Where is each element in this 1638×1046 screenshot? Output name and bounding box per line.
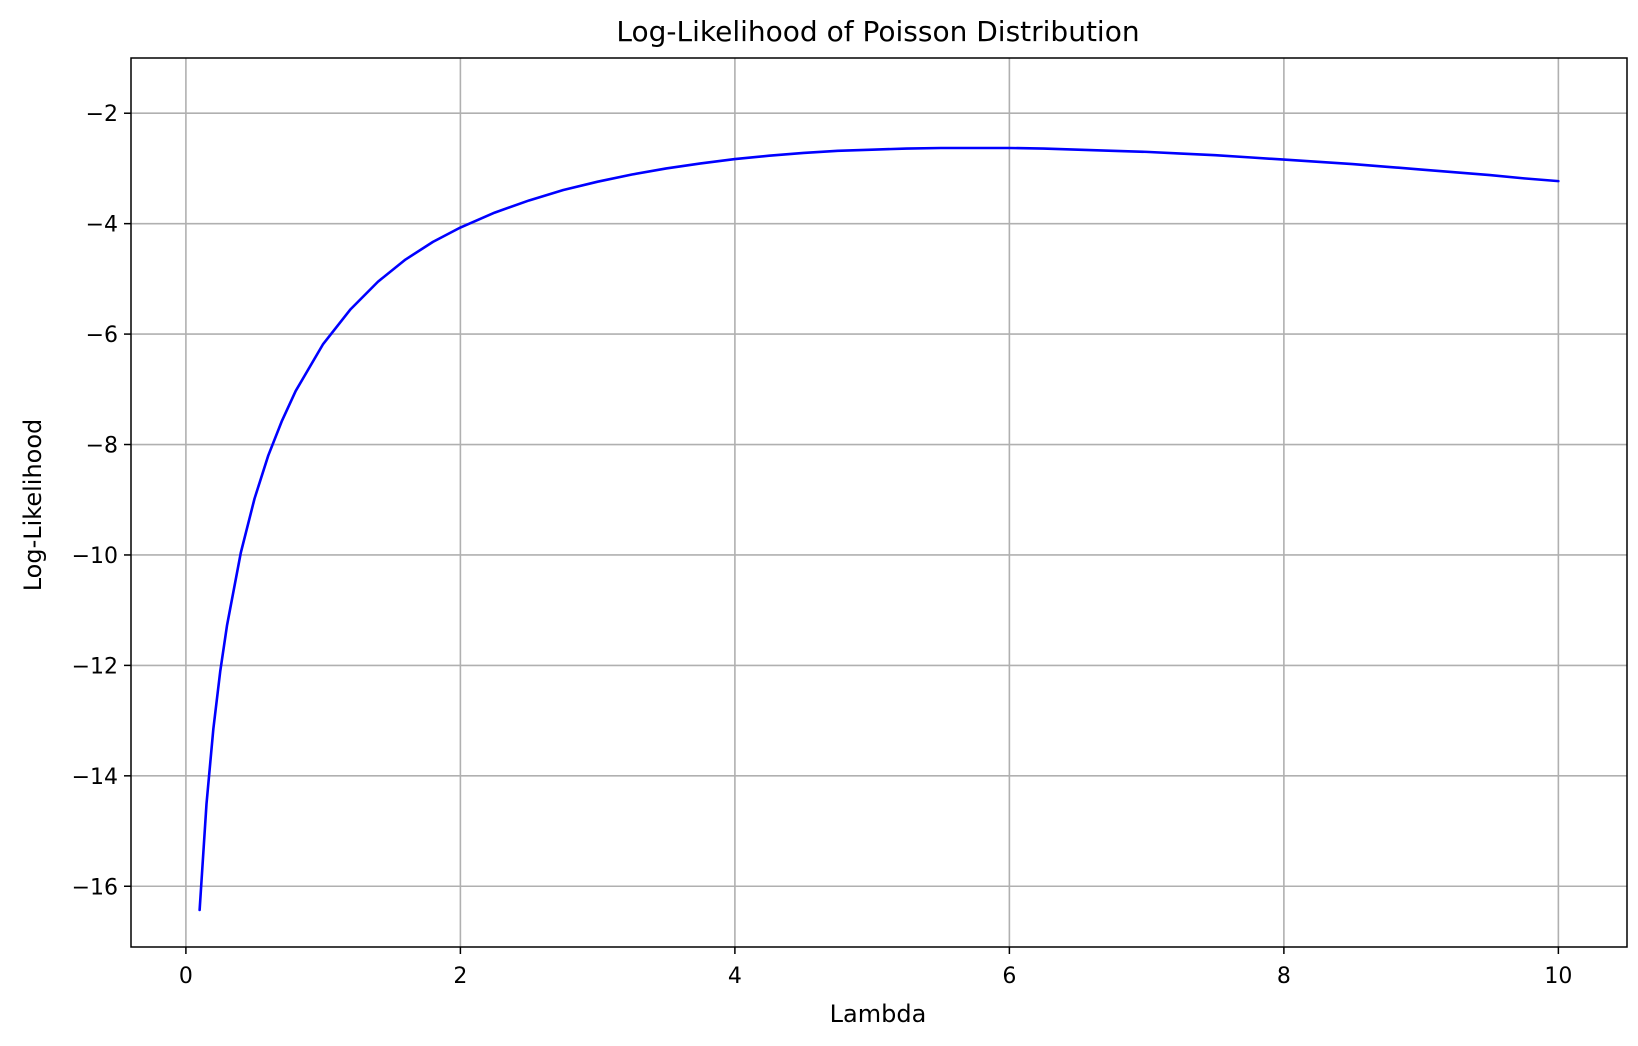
y-tick-label: −4 xyxy=(86,213,118,238)
y-tick-label: −12 xyxy=(72,654,118,679)
x-tick-label: 4 xyxy=(728,964,742,989)
x-tick-label: 10 xyxy=(1544,964,1572,989)
x-tick-label: 2 xyxy=(453,964,467,989)
x-axis-label: Lambda xyxy=(830,1000,927,1028)
x-tick-label: 0 xyxy=(179,964,193,989)
axes-frame xyxy=(130,57,1628,948)
x-tick-label: 6 xyxy=(1002,964,1016,989)
chart-title: Log-Likelihood of Poisson Distribution xyxy=(616,15,1139,48)
x-axis-ticks: 0 2 4 6 8 10 xyxy=(179,947,1572,989)
x-tick-label: 8 xyxy=(1277,964,1291,989)
series-layer xyxy=(198,146,1560,912)
y-tick-label: −6 xyxy=(86,323,118,348)
y-tick-label: −16 xyxy=(72,875,118,900)
y-tick-label: −8 xyxy=(86,434,118,459)
y-tick-label: −10 xyxy=(72,544,118,569)
y-axis-label: Log-Likelihood xyxy=(19,419,47,592)
y-tick-label: −14 xyxy=(72,765,118,790)
y-axis-ticks: −2 −4 −6 −8 −10 −12 −14 −16 xyxy=(72,102,131,900)
grid-lines xyxy=(131,58,1627,947)
y-tick-label: −2 xyxy=(86,102,118,127)
series-line xyxy=(198,146,1560,912)
